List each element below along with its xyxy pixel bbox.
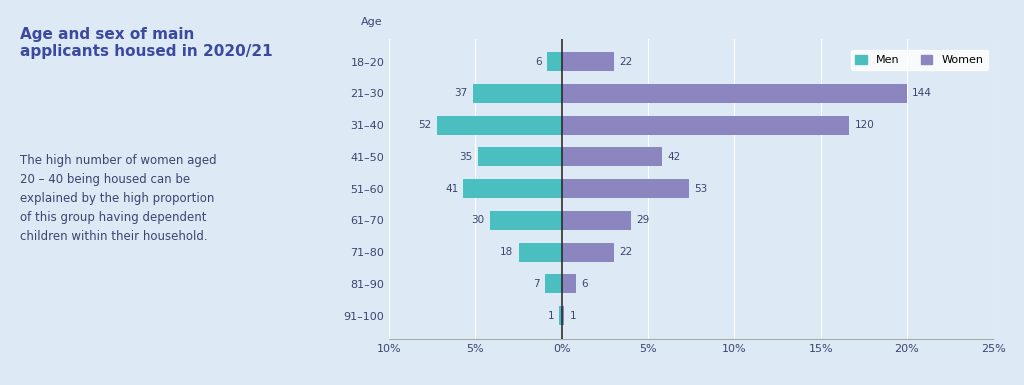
Bar: [562, 84, 907, 103]
Bar: [473, 84, 562, 103]
Bar: [562, 306, 564, 325]
Text: 29: 29: [637, 215, 649, 225]
Bar: [562, 243, 614, 262]
Bar: [548, 52, 562, 71]
Bar: [562, 179, 689, 198]
Text: 1: 1: [569, 311, 575, 321]
Text: Age: Age: [360, 17, 382, 27]
Bar: [562, 211, 631, 230]
Text: 30: 30: [471, 215, 484, 225]
Text: 52: 52: [419, 120, 432, 130]
Text: 35: 35: [460, 152, 473, 162]
Text: 7: 7: [534, 279, 540, 289]
Text: 144: 144: [912, 89, 932, 99]
Text: 22: 22: [620, 57, 633, 67]
Bar: [562, 275, 577, 293]
Bar: [478, 147, 562, 166]
Legend: Men, Women: Men, Women: [851, 50, 988, 70]
Text: 18: 18: [500, 247, 513, 257]
Text: 42: 42: [668, 152, 681, 162]
Text: 120: 120: [855, 120, 874, 130]
Bar: [545, 275, 562, 293]
Text: 6: 6: [536, 57, 542, 67]
Text: 37: 37: [455, 89, 468, 99]
Bar: [518, 243, 562, 262]
Bar: [464, 179, 562, 198]
Text: 1: 1: [548, 311, 554, 321]
Text: Age and sex of main
applicants housed in 2020/21: Age and sex of main applicants housed in…: [20, 27, 273, 59]
Text: 22: 22: [620, 247, 633, 257]
Bar: [562, 52, 614, 71]
Bar: [489, 211, 562, 230]
Bar: [437, 116, 562, 135]
Text: 41: 41: [445, 184, 459, 194]
Text: 53: 53: [694, 184, 708, 194]
Text: The high number of women aged
20 – 40 being housed can be
explained by the high : The high number of women aged 20 – 40 be…: [20, 154, 217, 243]
Bar: [562, 116, 850, 135]
Bar: [562, 147, 663, 166]
Bar: [559, 306, 562, 325]
Text: 6: 6: [582, 279, 588, 289]
